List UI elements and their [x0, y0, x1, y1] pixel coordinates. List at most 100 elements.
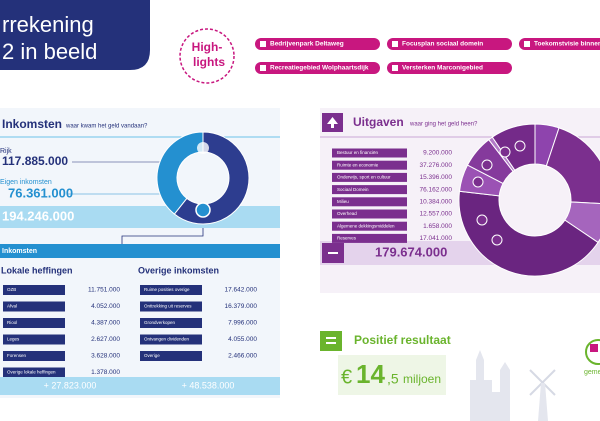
- item-pill: [3, 285, 65, 295]
- column-total: + 27.823.000: [44, 380, 97, 390]
- item-pill: [3, 318, 65, 328]
- currency: €: [341, 366, 352, 388]
- item-pill: [140, 285, 202, 295]
- column-title: Overige inkomsten: [138, 265, 219, 275]
- donut-segment: [491, 123, 536, 171]
- item-value: 4.055.000: [228, 336, 257, 343]
- item-pill: [332, 185, 407, 195]
- highlight-pill[interactable]: [387, 62, 512, 74]
- item-pill: [332, 221, 407, 231]
- section-title: Uitgaven: [353, 115, 404, 129]
- item-pill: [332, 197, 407, 207]
- windmill-body: [538, 383, 548, 421]
- title-panel: [0, 0, 150, 70]
- item-label: Ruimte en economie: [337, 162, 379, 167]
- item-label: Overige lokale heffingen: [7, 370, 56, 375]
- item-value: 17.041.000: [419, 235, 452, 242]
- item-label: OZB: [7, 287, 16, 292]
- donut-segment: [458, 190, 599, 277]
- item-pill: [140, 334, 202, 345]
- logo-mark: [590, 344, 598, 352]
- pill-icon: [392, 65, 398, 71]
- segment-icon: [491, 234, 503, 246]
- item-value: 16.379.000: [224, 303, 257, 310]
- donut-segment: [173, 131, 250, 225]
- totals-bar: [0, 377, 280, 395]
- item-pill: [332, 209, 407, 219]
- item-pill: [332, 160, 407, 170]
- item-value: 3.628.000: [91, 353, 120, 360]
- item-pill: [3, 367, 65, 378]
- section-title: Inkomsten: [2, 117, 62, 131]
- segment-icon: [476, 214, 488, 226]
- segment-icon: [499, 146, 511, 158]
- item-value: 7.996.000: [228, 320, 257, 327]
- item-value: 11.751.000: [88, 287, 120, 294]
- item-label: Algemene dekkingsmiddelen: [337, 223, 395, 228]
- highlight-pill[interactable]: [255, 38, 380, 50]
- item-label: Forensen: [7, 353, 27, 358]
- result-unit: miljoen: [403, 372, 441, 386]
- item-label: Ruime posities overige: [144, 287, 190, 292]
- highlight-label: Versterken Marconigebied: [402, 65, 483, 72]
- skyline: [470, 350, 510, 421]
- badge-text: lights: [193, 55, 225, 69]
- result-box: [338, 355, 446, 395]
- donut-segment: [545, 127, 600, 205]
- title: rrekening: [2, 12, 94, 37]
- item-label: Grondverkopen: [144, 320, 176, 325]
- item-value: 1.378.000: [91, 369, 120, 376]
- source-label: Rijk: [0, 148, 12, 155]
- item-value: 2.466.000: [228, 353, 257, 360]
- pill-icon: [392, 41, 398, 47]
- column-title: Lokale heffingen: [1, 265, 73, 275]
- item-pill: [332, 148, 407, 158]
- highlight-pill[interactable]: [519, 38, 600, 50]
- highlight-label: Toekomstvisie binnen: [534, 41, 600, 48]
- item-label: Sociaal Domein: [337, 187, 369, 192]
- source-value: 117.885.000: [2, 154, 68, 168]
- item-label: Riool: [7, 320, 17, 325]
- source-label: Eigen inkomsten: [0, 179, 52, 186]
- item-value: 4.387.000: [91, 320, 120, 327]
- item-pill: [3, 334, 65, 345]
- bar-header: [0, 244, 280, 258]
- highlight-label: Bedrijvenpark Deltaweg: [270, 41, 344, 48]
- item-pill: [140, 351, 202, 361]
- item-pill: [140, 301, 202, 312]
- segment-icon: [472, 176, 484, 188]
- donut-icon: [197, 142, 209, 154]
- result-decimal: ,5: [387, 371, 399, 387]
- item-label: Milieu: [337, 199, 349, 204]
- item-pill: [332, 172, 407, 182]
- highlight-pill[interactable]: [387, 38, 512, 50]
- logo-text: gemee: [584, 369, 600, 376]
- badge-text: High-: [192, 40, 223, 54]
- item-value: 2.627.000: [91, 336, 120, 343]
- item-value: 76.162.000: [419, 186, 452, 193]
- result-whole: 14: [356, 359, 385, 389]
- item-value: 15.396.000: [419, 174, 452, 181]
- column-total: + 48.538.000: [182, 380, 235, 390]
- windmill: [529, 369, 556, 396]
- item-label: Afval: [7, 304, 17, 309]
- source-value: 76.361.000: [8, 185, 73, 200]
- highlight-pill[interactable]: [255, 62, 380, 74]
- section-subtitle: waar ging het geld heen?: [409, 122, 478, 128]
- title: 2 in beeld: [2, 39, 97, 64]
- badge: [179, 28, 235, 84]
- item-value: 17.642.000: [224, 287, 257, 294]
- item-label: Leges: [7, 337, 20, 342]
- segment-icon: [514, 140, 526, 152]
- donut-icon: [195, 202, 211, 218]
- item-pill: [3, 301, 65, 312]
- icon-arrow: [327, 117, 338, 128]
- item-value: 9.200.000: [423, 150, 452, 157]
- item-value: 1.658.000: [423, 223, 452, 230]
- pill-icon: [260, 41, 266, 47]
- icon: [320, 331, 342, 351]
- total: 194.246.000: [2, 208, 74, 223]
- pill-icon: [260, 65, 266, 71]
- pill-icon: [524, 41, 530, 47]
